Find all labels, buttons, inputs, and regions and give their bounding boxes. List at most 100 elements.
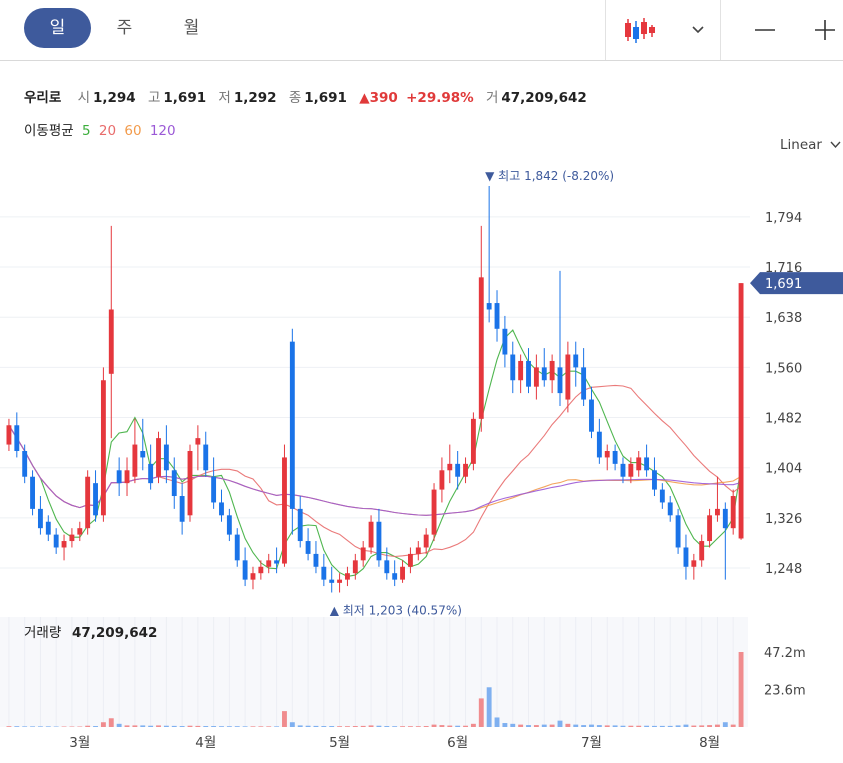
plus-icon: [815, 20, 835, 40]
candle-body: [376, 521, 382, 561]
volume-bar: [431, 724, 437, 727]
candle-body: [636, 457, 642, 471]
candle-body: [400, 566, 405, 580]
x-tick-label: 3월: [69, 735, 90, 751]
candle-body: [345, 573, 350, 580]
candle-body: [116, 470, 122, 484]
volume-bar: [226, 726, 232, 727]
volume-bar: [636, 725, 642, 727]
zoom-in-button[interactable]: [805, 0, 843, 60]
candle-body: [407, 553, 413, 567]
volume-bar: [604, 725, 610, 727]
candle-body: [470, 418, 476, 464]
volume-bar: [589, 724, 594, 727]
candle-body: [659, 489, 665, 503]
close-label: 종: [288, 90, 302, 106]
volume-bar: [250, 726, 256, 727]
candle-body: [77, 528, 83, 535]
candle-body: [305, 541, 311, 554]
ma-120-label: 120: [149, 123, 176, 139]
low-annotation: ▲ 최저 1,203 (40.57%): [330, 603, 462, 617]
open-label: 시: [77, 90, 90, 106]
volume-title-value: 47,209,642: [72, 625, 157, 641]
volume-bar: [470, 723, 476, 727]
change-value: ▲390: [359, 90, 398, 106]
candle-body: [258, 566, 264, 574]
volume-bar: [163, 725, 169, 727]
candle-body: [360, 547, 366, 561]
candle-body: [148, 463, 154, 484]
candle-body: [518, 360, 524, 381]
volume-value: 47,209,642: [501, 90, 587, 106]
volume-bar: [6, 726, 12, 727]
candle-body: [297, 508, 303, 542]
chart-type-select[interactable]: [606, 0, 720, 60]
volume-tick-label: 23.6m: [764, 684, 806, 699]
zoom-out-button[interactable]: [745, 0, 785, 60]
candle-body: [53, 534, 59, 548]
volume-bar: [518, 724, 524, 727]
candle-body: [179, 496, 185, 522]
candle-body: [250, 573, 256, 580]
candle-body: [140, 450, 146, 458]
candle-body: [699, 541, 705, 561]
ma-5-label: 5: [81, 123, 91, 139]
candle-body: [219, 502, 224, 516]
candlestick-icon: [625, 18, 655, 43]
volume-bar: [415, 726, 421, 727]
volume-bar: [565, 723, 571, 727]
candle-body: [234, 534, 240, 561]
volume-bar: [400, 726, 405, 727]
volume-bar: [447, 725, 453, 727]
tab-daily[interactable]: 일: [24, 8, 91, 48]
top-toolbar: 일 주 월: [0, 0, 843, 61]
scale-select[interactable]: Linear: [780, 137, 841, 153]
candle-body: [675, 515, 681, 548]
minus-icon: [755, 29, 775, 31]
candle-body: [502, 328, 508, 355]
volume-bar: [699, 725, 705, 727]
open-value: 1,294: [92, 90, 136, 106]
candle-body: [596, 431, 602, 458]
volume-bar: [715, 724, 720, 727]
candle-body: [447, 463, 453, 471]
candle-body: [478, 277, 484, 419]
volume-bar: [124, 725, 130, 727]
volume-bar: [392, 726, 398, 727]
y-tick-label: 1,326: [765, 512, 802, 527]
candle-body: [581, 367, 587, 400]
ma-legend[interactable]: 이동평균 5 20 60 120: [24, 119, 180, 139]
candle-body: [604, 450, 610, 458]
volume-bar: [352, 726, 358, 727]
volume-bar: [376, 725, 382, 727]
tab-monthly[interactable]: 월: [183, 18, 200, 38]
tab-weekly[interactable]: 주: [116, 18, 133, 38]
volume-bar: [156, 725, 161, 727]
candle-body: [211, 476, 217, 503]
y-tick-label: 1,638: [765, 311, 802, 326]
candle-body: [30, 476, 35, 509]
high-annotation: ▼ 최고 1,842 (-8.20%): [485, 169, 614, 183]
volume-bar: [573, 724, 579, 727]
volume-bar: [85, 725, 91, 727]
volume-bar: [494, 717, 500, 727]
chevron-down-icon: [692, 26, 704, 34]
volume-bar: [313, 725, 319, 727]
candle-body: [612, 450, 618, 464]
candle-body: [337, 579, 343, 583]
volume-bar: [297, 725, 303, 727]
volume-bar: [321, 726, 327, 727]
ma-5-line: [8, 329, 742, 577]
candle-body: [738, 283, 744, 539]
y-tick-label: 1,404: [765, 462, 802, 477]
candle-body: [644, 457, 650, 471]
candle-body: [69, 534, 75, 542]
volume-bar: [683, 724, 689, 727]
volume-bar: [652, 725, 657, 727]
candle-body: [203, 444, 209, 471]
candle-body: [156, 438, 161, 477]
candle-body: [557, 367, 563, 394]
y-tick-label: 1,560: [765, 361, 802, 376]
candle-body: [691, 560, 697, 567]
